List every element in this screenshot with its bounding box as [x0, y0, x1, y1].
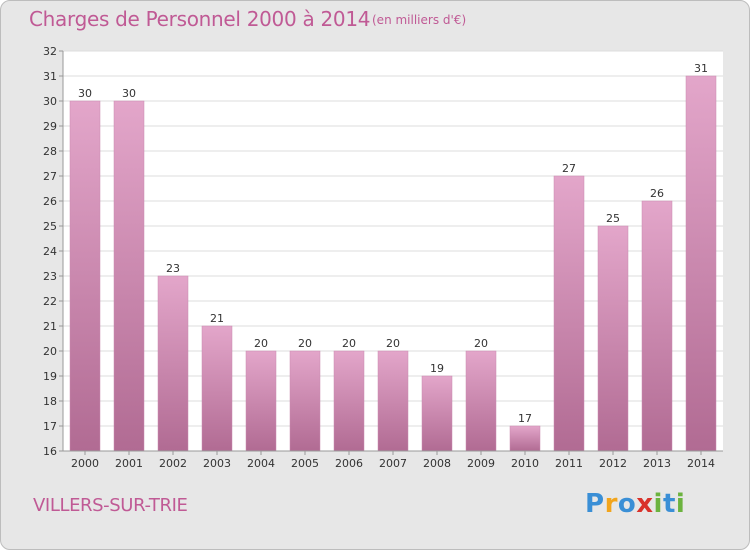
y-tick-label: 19	[43, 370, 57, 383]
y-tick-label: 16	[43, 445, 57, 458]
bar	[113, 100, 145, 452]
logo-letter: x	[636, 489, 654, 519]
logo-letter: r	[604, 489, 618, 519]
x-tick-label: 2004	[247, 457, 275, 470]
logo-letter: t	[662, 489, 676, 519]
x-tick-labels: 2000 2001 2002 2003 2004 2005 2006 2007 2008 2009…	[71, 451, 715, 470]
bar	[641, 200, 673, 452]
x-tick-label: 2013	[643, 457, 671, 470]
y-tick-label: 31	[43, 70, 57, 83]
x-tick-label: 2008	[423, 457, 451, 470]
data-label: 31	[694, 62, 708, 75]
x-tick-label: 2011	[555, 457, 583, 470]
data-label: 19	[430, 362, 444, 375]
y-tick-label: 32	[43, 45, 57, 58]
logo-letter: o	[617, 489, 637, 519]
data-label: 30	[78, 87, 92, 100]
chart-subtitle: (en milliers d'€)	[372, 13, 467, 27]
data-label: 20	[254, 337, 268, 350]
data-label: 30	[122, 87, 136, 100]
bar	[201, 325, 233, 452]
data-label: 20	[342, 337, 356, 350]
x-tick-label: 2009	[467, 457, 495, 470]
y-tick-label: 17	[43, 420, 57, 433]
y-tick-label: 22	[43, 295, 57, 308]
y-tick-label: 25	[43, 220, 57, 233]
chart-title: Charges de Personnel 2000 à 2014	[29, 7, 371, 31]
bar	[333, 350, 365, 452]
bar	[157, 275, 189, 452]
x-tick-label: 2006	[335, 457, 363, 470]
logo-letter: i	[675, 489, 686, 519]
y-tick-label: 26	[43, 195, 57, 208]
x-tick-label: 2005	[291, 457, 319, 470]
y-tick-label: 21	[43, 320, 57, 333]
bar	[597, 225, 629, 452]
town-name: VILLERS-SUR-TRIE	[33, 495, 188, 516]
data-labels: 30 30 23 21 20 20 20 20 19 20 17 27 25 26 31	[78, 62, 708, 425]
y-tick-label: 20	[43, 345, 57, 358]
x-tick-label: 2010	[511, 457, 539, 470]
y-tick-label: 29	[43, 120, 57, 133]
y-tick-label: 27	[43, 170, 57, 183]
y-tick-labels: 16 17 18 19 20 21 22 23 24 25 26 27 28 29 30 31 32	[43, 45, 57, 458]
x-tick-label: 2012	[599, 457, 627, 470]
bar	[377, 350, 409, 452]
data-label: 25	[606, 212, 620, 225]
data-label: 23	[166, 262, 180, 275]
bar	[421, 375, 453, 452]
data-label: 20	[298, 337, 312, 350]
logo-letter: P	[585, 489, 605, 519]
x-tick-label: 2000	[71, 457, 99, 470]
bar	[553, 175, 585, 452]
y-tick-label: 24	[43, 245, 57, 258]
data-label: 17	[518, 412, 532, 425]
bar	[289, 350, 321, 452]
bar	[69, 100, 101, 452]
data-label: 20	[386, 337, 400, 350]
y-tick-label: 30	[43, 95, 57, 108]
data-label: 20	[474, 337, 488, 350]
x-tick-label: 2001	[115, 457, 143, 470]
y-tick-label: 28	[43, 145, 57, 158]
y-tick-label: 23	[43, 270, 57, 283]
bar	[465, 350, 497, 452]
data-label: 21	[210, 312, 224, 325]
bar	[245, 350, 277, 452]
data-label: 26	[650, 187, 664, 200]
x-tick-label: 2014	[687, 457, 715, 470]
proxiti-logo: Proxiti	[585, 489, 685, 519]
bars	[69, 75, 717, 452]
x-tick-label: 2007	[379, 457, 407, 470]
x-tick-label: 2003	[203, 457, 231, 470]
data-label: 27	[562, 162, 576, 175]
bar	[509, 425, 541, 452]
logo-letter: i	[653, 489, 663, 519]
y-tick-label: 18	[43, 395, 57, 408]
bar	[685, 75, 717, 452]
x-tick-label: 2002	[159, 457, 187, 470]
